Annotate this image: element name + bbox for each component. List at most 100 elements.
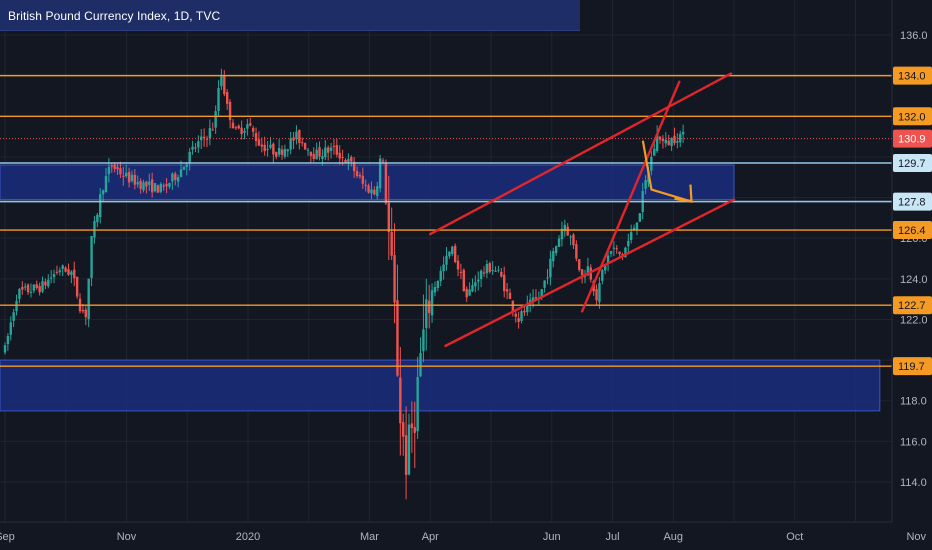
candle-down xyxy=(381,160,385,162)
candle-up xyxy=(176,177,180,182)
candle-up xyxy=(598,283,601,303)
candle-up xyxy=(407,424,411,475)
price-axis-tick: 116.0 xyxy=(900,436,927,448)
candle-up xyxy=(188,151,191,163)
candle-down xyxy=(667,140,670,145)
candle-up xyxy=(586,266,590,276)
candle-down xyxy=(500,271,503,277)
candle-down xyxy=(465,288,468,298)
candle-down xyxy=(517,318,520,322)
candle-down xyxy=(156,185,160,193)
price-tag xyxy=(893,192,932,211)
candle-up xyxy=(624,247,627,258)
candle-up xyxy=(220,74,223,87)
price-tag-label: 122.7 xyxy=(898,300,926,312)
candle-up xyxy=(197,141,200,148)
candle-up xyxy=(653,148,656,156)
candle-down xyxy=(67,269,70,275)
candle-down xyxy=(358,174,362,177)
candle-up xyxy=(185,164,188,168)
candle-down xyxy=(514,313,517,317)
candle-up xyxy=(214,111,217,128)
candle-down xyxy=(251,127,255,132)
candle-up xyxy=(655,134,659,152)
candle-down xyxy=(393,255,396,303)
candle-up xyxy=(101,190,105,195)
candle-up xyxy=(416,376,419,432)
candle-down xyxy=(410,423,414,429)
candle-up xyxy=(526,303,529,313)
price-tag xyxy=(893,107,932,126)
candle-down xyxy=(459,271,463,273)
candle-down xyxy=(257,139,261,146)
candle-up xyxy=(99,194,102,218)
candle-up xyxy=(439,270,442,282)
candle-up xyxy=(436,280,440,288)
candle-down xyxy=(127,172,131,183)
candle-down xyxy=(225,92,229,104)
candle-down xyxy=(303,143,307,150)
price-tag-label: 119.7 xyxy=(898,361,925,373)
candle-down xyxy=(462,269,466,292)
candle-down xyxy=(249,123,252,126)
candle-up xyxy=(681,131,685,135)
candle-down xyxy=(254,133,258,141)
candle-up xyxy=(419,353,422,377)
candle-up xyxy=(104,175,108,193)
candle-up xyxy=(448,251,451,257)
candle-down xyxy=(387,202,390,232)
candle-up xyxy=(632,227,636,231)
candle-up xyxy=(609,250,613,254)
candle-up xyxy=(58,270,62,273)
candle-up xyxy=(23,286,27,288)
candle-down xyxy=(661,138,665,141)
candle-down xyxy=(511,300,515,312)
candle-up xyxy=(635,222,639,230)
candle-down xyxy=(110,165,113,167)
candle-down xyxy=(211,129,214,131)
candle-up xyxy=(477,279,480,282)
candle-down xyxy=(575,244,578,259)
price-tag xyxy=(893,154,932,173)
candle-down xyxy=(318,147,321,157)
candle-up xyxy=(41,281,44,292)
candle-down xyxy=(133,174,137,185)
price-axis xyxy=(892,0,932,550)
candle-up xyxy=(289,138,292,150)
candle-down xyxy=(673,135,676,144)
candle-down xyxy=(580,269,584,276)
candle-up xyxy=(638,213,642,222)
candle-down xyxy=(139,180,142,189)
trend-line xyxy=(444,198,736,348)
candle-up xyxy=(612,247,616,249)
candle-up xyxy=(49,277,53,279)
candle-up xyxy=(52,274,56,277)
time-axis-tick: 2020 xyxy=(236,531,260,543)
candle-down xyxy=(373,189,376,195)
candle-up xyxy=(277,148,281,155)
candle-up xyxy=(87,278,90,320)
candle-up xyxy=(6,336,10,345)
candle-down xyxy=(335,145,339,155)
candle-down xyxy=(292,137,295,141)
candle-up xyxy=(306,149,310,151)
candle-up xyxy=(286,149,289,152)
candle-up xyxy=(159,183,163,193)
candle-up xyxy=(378,158,382,189)
candle-down xyxy=(505,289,509,292)
candle-up xyxy=(601,270,604,281)
candle-down xyxy=(301,142,304,144)
candle-up xyxy=(171,173,174,182)
price-tag xyxy=(893,357,932,376)
candle-up xyxy=(451,246,454,255)
candle-up xyxy=(546,277,549,279)
candle-down xyxy=(615,248,618,250)
candle-down xyxy=(482,272,486,274)
candle-down xyxy=(503,274,506,292)
candle-up xyxy=(329,147,333,151)
candle-down xyxy=(534,297,538,299)
candle-down xyxy=(523,310,526,313)
candle-down xyxy=(332,145,336,147)
